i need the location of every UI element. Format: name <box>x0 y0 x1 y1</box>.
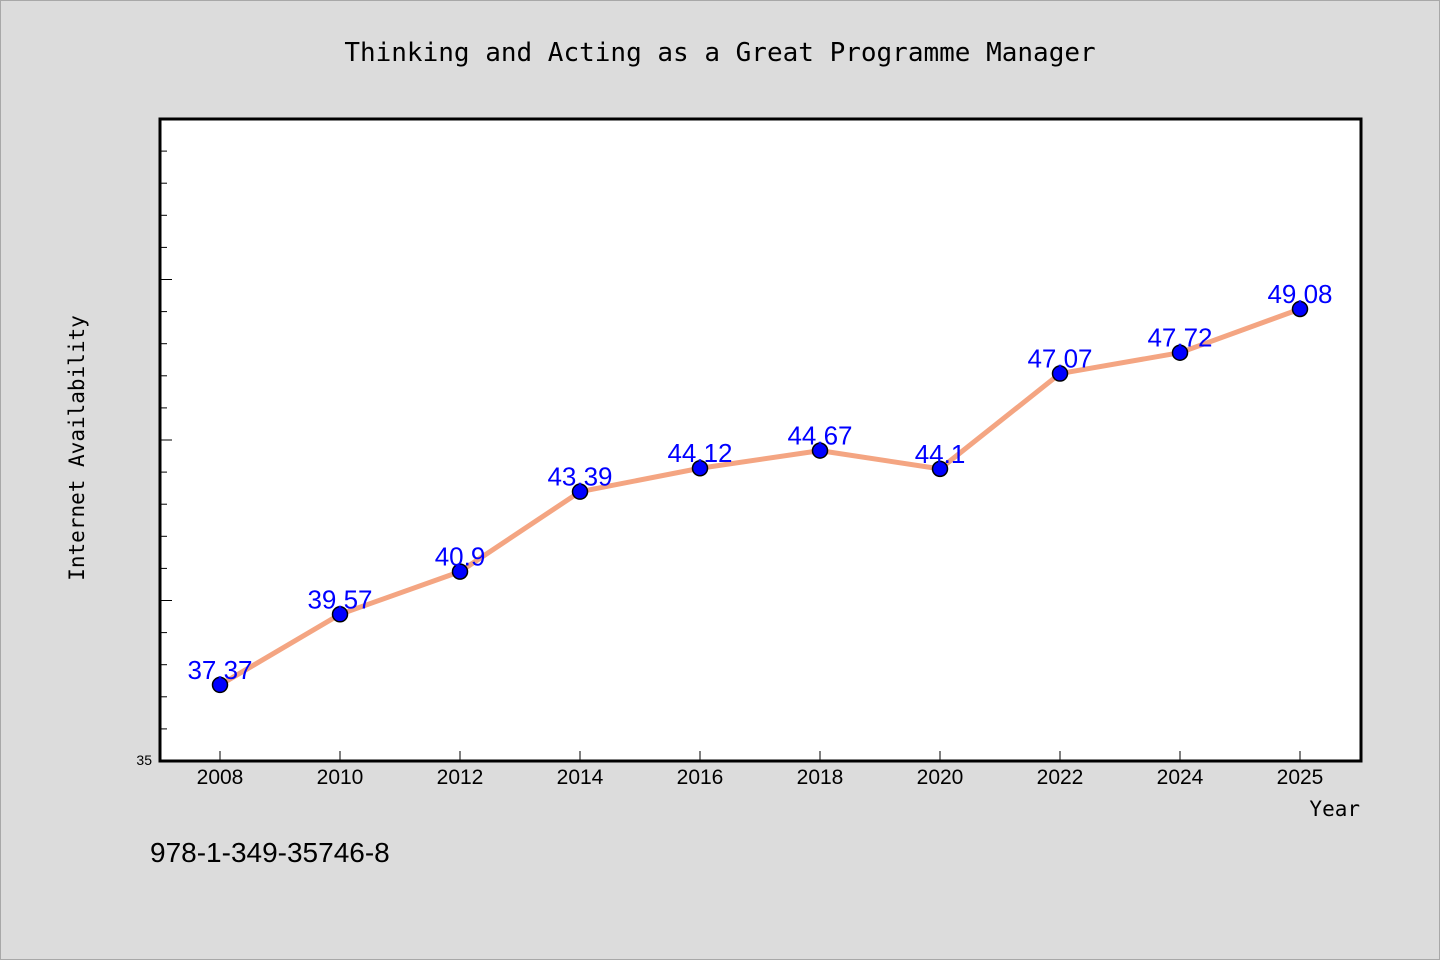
y-tick-label: 35 <box>136 752 152 768</box>
data-labels-layer: 37.37 39.57 40.9 43.39 44.12 44.67 44.1 47.07 47… <box>187 279 1332 685</box>
data-point <box>331 606 349 623</box>
x-tick-label: 2020 <box>917 766 964 789</box>
series-line <box>217 306 1303 688</box>
data-label: 43.39 <box>547 462 612 492</box>
data-point <box>211 676 229 694</box>
data-label: 49.08 <box>1267 279 1332 309</box>
data-point <box>1171 344 1189 361</box>
data-point <box>1051 365 1069 382</box>
x-tick-label: 2018 <box>797 766 844 789</box>
data-point <box>931 460 949 478</box>
data-point <box>1291 300 1309 318</box>
data-label: 44.67 <box>787 421 852 451</box>
data-label: 44.1 <box>915 439 966 469</box>
chart-title: Thinking and Acting as a Great Programme… <box>344 38 1095 68</box>
series-layer <box>211 300 1309 694</box>
data-label: 40.9 <box>435 542 486 572</box>
data-label: 47.72 <box>1147 323 1212 353</box>
x-tick-label: 2025 <box>1277 766 1324 789</box>
x-tick-label: 2010 <box>317 766 364 789</box>
x-tick-label: 2012 <box>437 766 484 789</box>
x-axis-label: Year <box>1309 797 1360 821</box>
x-tick-label: 2008 <box>197 766 244 789</box>
data-point <box>451 563 469 580</box>
data-label: 37.37 <box>187 655 252 685</box>
isbn-text: 978-1-349-35746-8 <box>150 837 390 868</box>
plot-area <box>158 117 1363 763</box>
x-tick-label: 2016 <box>677 766 724 789</box>
data-point <box>571 483 589 500</box>
data-label: 47.07 <box>1027 344 1092 374</box>
data-label: 39.57 <box>307 584 372 614</box>
y-axis-ticks <box>160 150 172 730</box>
x-tick-label: 2014 <box>557 766 604 789</box>
x-tick-label: 2022 <box>1037 766 1084 789</box>
data-point <box>811 442 829 459</box>
x-tick-label: 2024 <box>1157 766 1204 789</box>
data-point <box>691 459 709 477</box>
x-axis-ticks: 2008 2010 2012 2014 2016 2018 2020 2022 2024 2025 <box>197 751 1324 789</box>
data-label: 44.12 <box>667 438 732 468</box>
y-axis-label: Internet Availability <box>65 315 89 581</box>
